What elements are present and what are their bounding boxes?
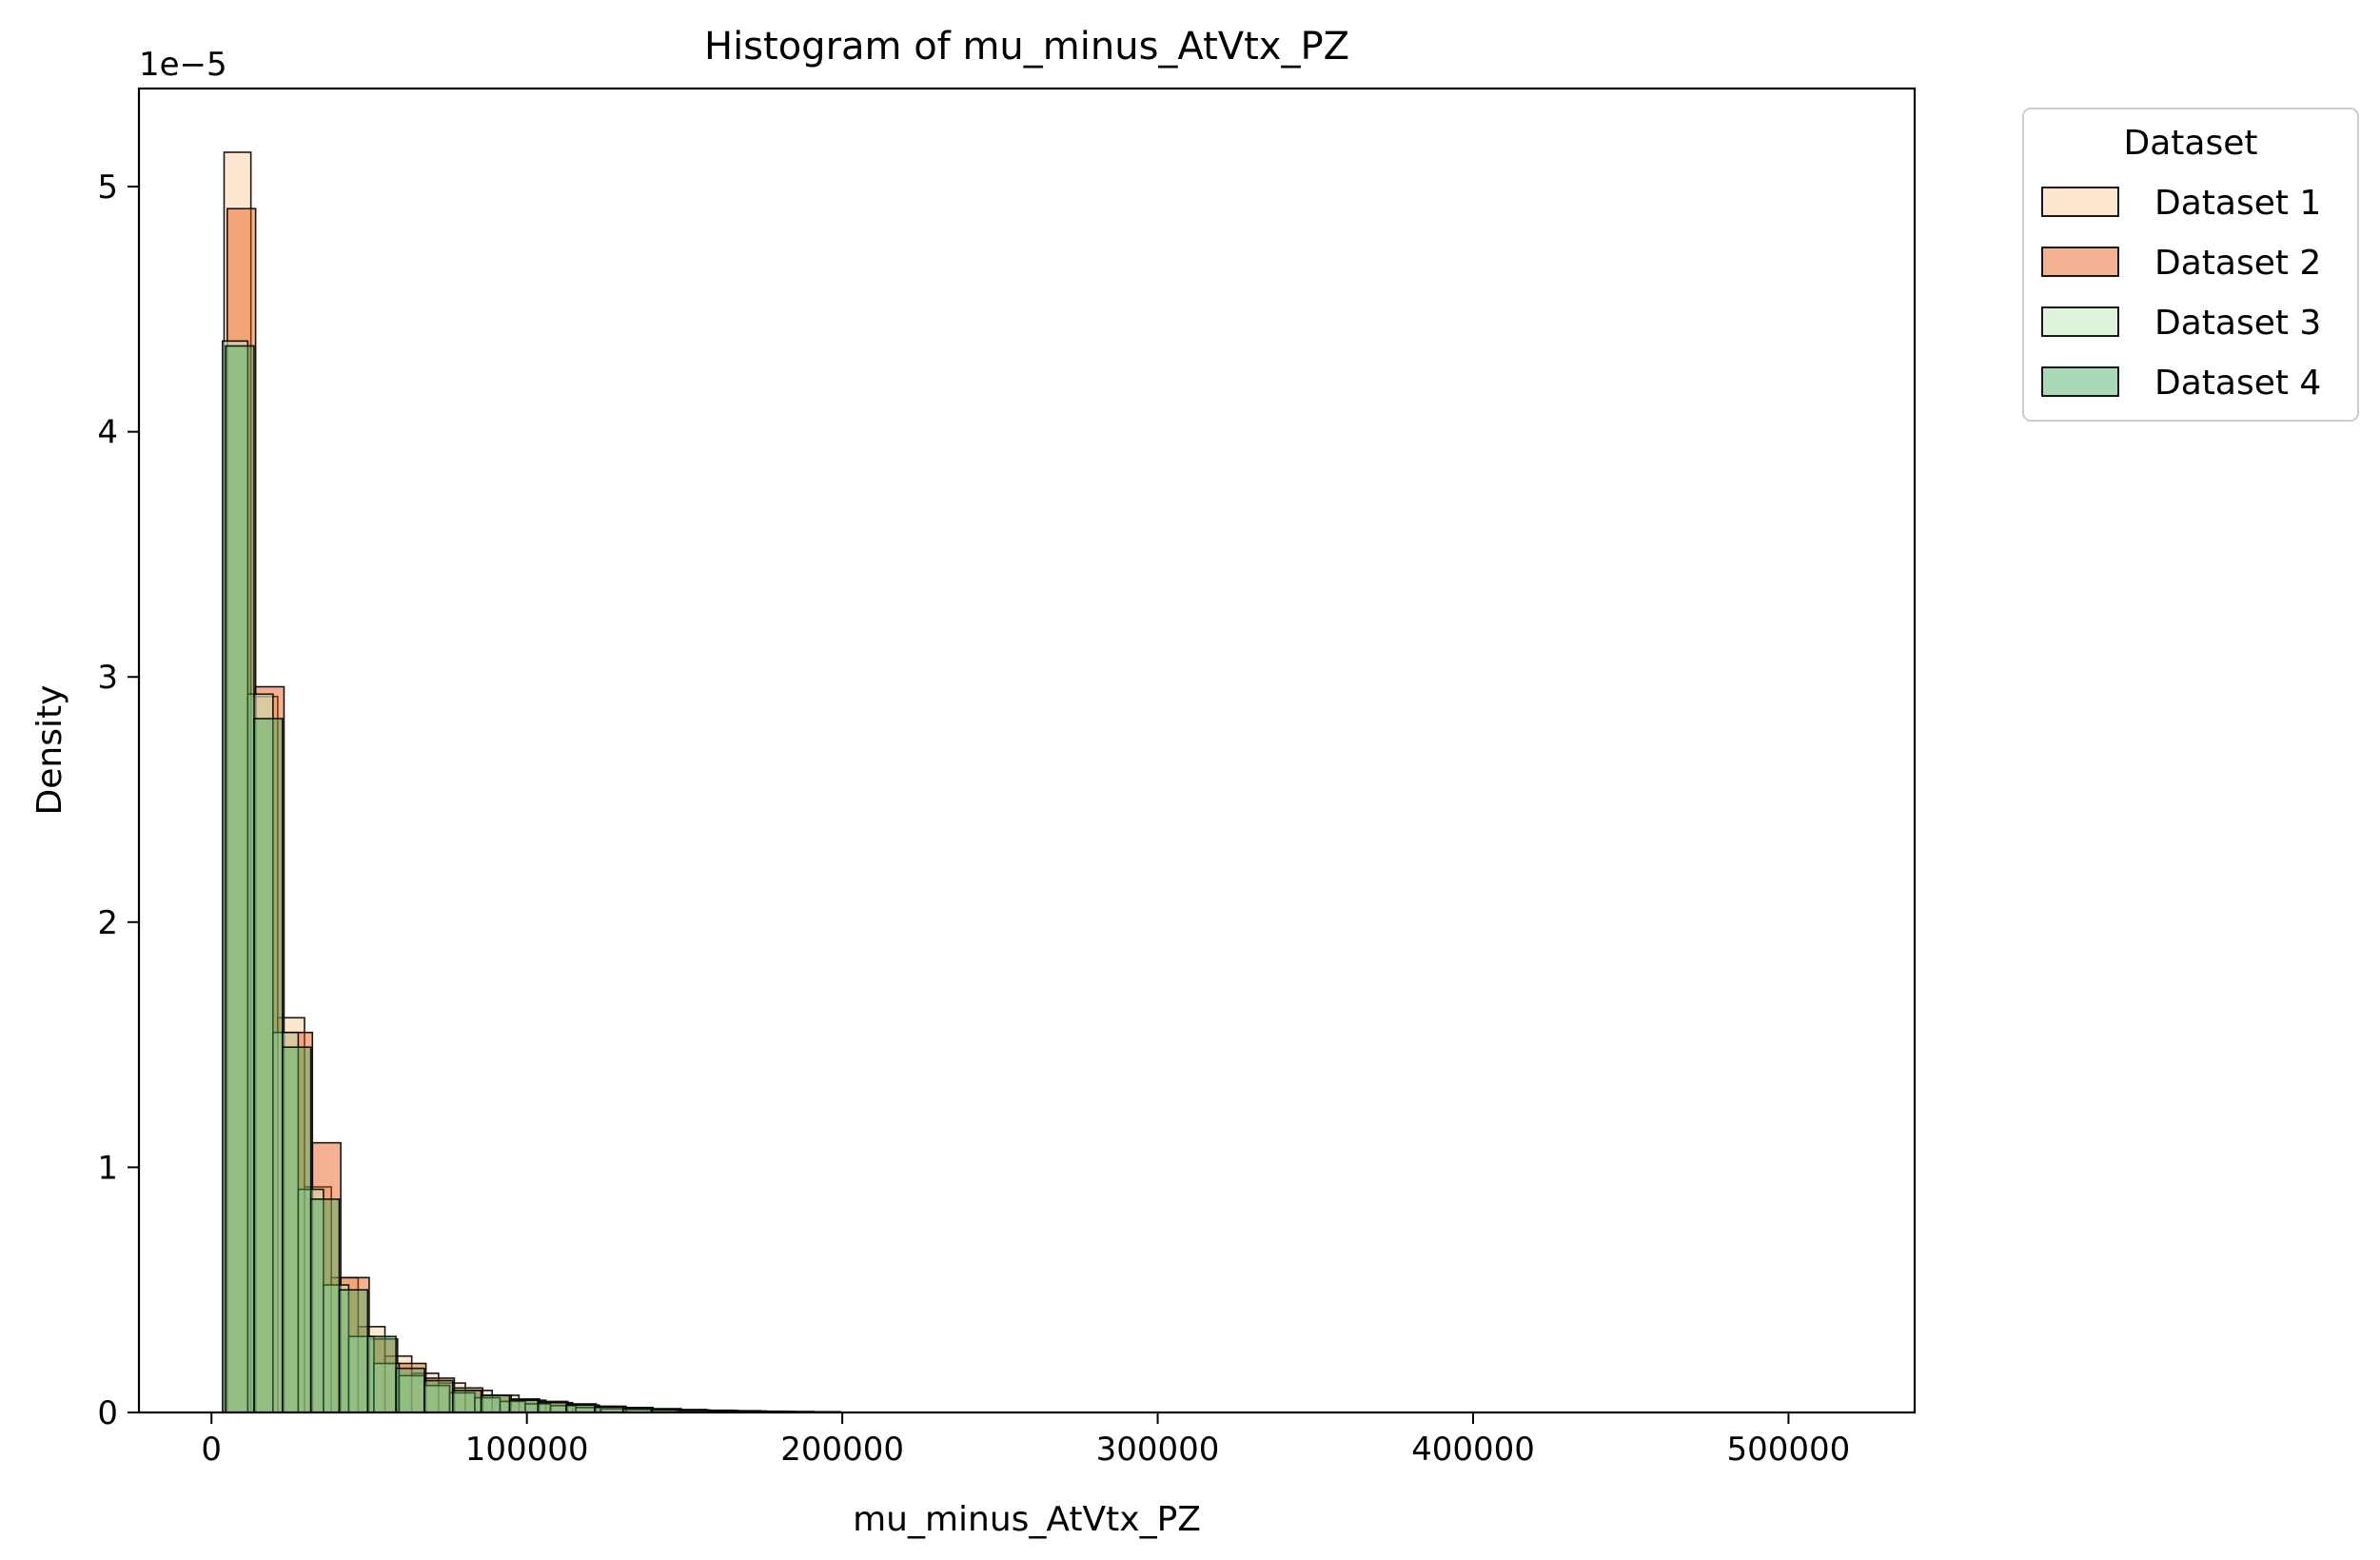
x-tick-label: 0 bbox=[201, 1431, 222, 1469]
bar-series-4-bin-4 bbox=[309, 1198, 341, 1413]
bar-series-4-bin-6 bbox=[366, 1335, 397, 1413]
legend: Dataset Dataset 1 Dataset 2 Dataset 3 Datas… bbox=[2022, 108, 2359, 422]
x-tick-label: 200000 bbox=[780, 1431, 904, 1469]
legend-swatch-2 bbox=[2041, 247, 2119, 277]
y-tick-label: 5 bbox=[97, 168, 118, 207]
bar-series-4-bin-8 bbox=[423, 1379, 454, 1413]
legend-label-2: Dataset 2 bbox=[2154, 244, 2321, 283]
y-tick-label: 0 bbox=[97, 1394, 118, 1432]
bar-series-4-bin-3 bbox=[281, 1046, 312, 1413]
bar-series-4-bin-11 bbox=[508, 1399, 540, 1413]
y-axis-label: Density bbox=[30, 685, 69, 816]
legend-frame bbox=[2022, 108, 2359, 422]
bar-series-4-bin-10 bbox=[480, 1394, 511, 1413]
legend-label-4: Dataset 4 bbox=[2154, 364, 2321, 403]
y-tick-label: 3 bbox=[97, 659, 118, 697]
y-tick-label: 2 bbox=[97, 904, 118, 942]
y-tick-label: 1 bbox=[97, 1149, 118, 1187]
bar-series-4-bin-7 bbox=[395, 1367, 425, 1413]
x-tick-label: 100000 bbox=[465, 1431, 589, 1469]
y-axis-ticks: 0 1 2 3 4 5 bbox=[97, 168, 139, 1432]
legend-swatch-3 bbox=[2041, 306, 2119, 337]
bar-series-4-bin-2 bbox=[253, 718, 284, 1413]
bar-series-4-bin-1 bbox=[225, 345, 255, 1413]
bar-series-4-bin-12 bbox=[537, 1401, 567, 1413]
legend-label-1: Dataset 1 bbox=[2154, 184, 2321, 223]
bar-series-3-bin-7 bbox=[373, 1362, 401, 1413]
y-tick-label: 4 bbox=[97, 414, 118, 452]
y-offset-label: 1e−5 bbox=[139, 46, 227, 84]
x-tick-label: 500000 bbox=[1727, 1431, 1851, 1469]
legend-swatch-4 bbox=[2041, 366, 2119, 397]
legend-title: Dataset bbox=[2124, 124, 2258, 163]
bar-series-4-bin-13 bbox=[565, 1404, 596, 1413]
chart-title: Histogram of mu_minus_AtVtx_PZ bbox=[704, 25, 1349, 69]
bar-series-3-bin-1 bbox=[222, 340, 249, 1413]
x-axis-label: mu_minus_AtVtx_PZ bbox=[853, 1500, 1201, 1539]
bar-series-4-bin-5 bbox=[338, 1289, 369, 1413]
legend-swatch-1 bbox=[2041, 187, 2119, 217]
legend-label-3: Dataset 3 bbox=[2154, 304, 2321, 343]
x-tick-label: 400000 bbox=[1411, 1431, 1535, 1469]
series-4-bars bbox=[225, 345, 766, 1413]
plot-frame bbox=[137, 87, 1917, 1414]
bar-series-3-bin-5 bbox=[323, 1284, 350, 1413]
x-axis-ticks: 0 100000 200000 300000 400000 500000 bbox=[201, 1412, 1850, 1469]
x-tick-label: 300000 bbox=[1096, 1431, 1220, 1469]
bar-series-4-bin-9 bbox=[451, 1390, 482, 1413]
